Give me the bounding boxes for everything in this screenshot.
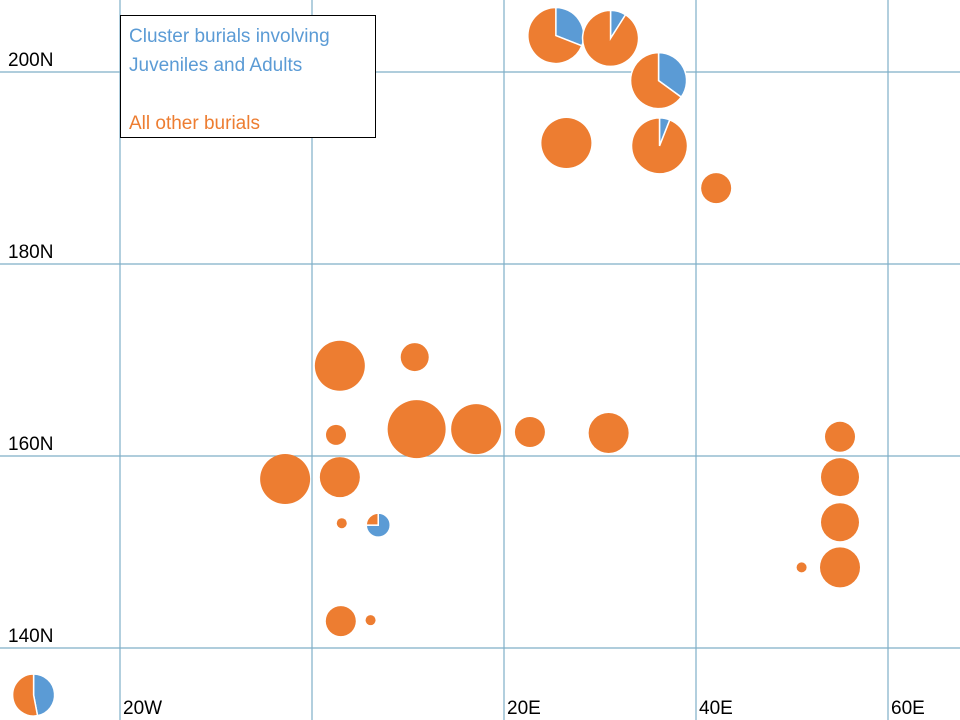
y-tick-label-2: 160N — [8, 434, 53, 455]
burial-marker-5 — [701, 173, 732, 204]
tick-labels: 20W 20E 40E 60E 200N 180N 160N 140N — [8, 50, 925, 719]
burial-marker-0 — [527, 6, 585, 65]
burial-marker-17 — [336, 518, 347, 529]
y-tick-label-3: 140N — [8, 626, 53, 647]
burial-markers — [11, 6, 860, 717]
burial-marker-8 — [326, 424, 346, 445]
burial-marker-20 — [796, 562, 807, 573]
y-tick-label-1: 180N — [8, 242, 53, 263]
y-tick-label-0: 200N — [8, 50, 53, 71]
x-tick-label-4: 60E — [891, 698, 925, 719]
burial-marker-24 — [11, 673, 56, 717]
x-tick-label-0: 20W — [123, 698, 162, 719]
burial-marker-19 — [821, 503, 859, 542]
burial-marker-16 — [821, 458, 859, 497]
legend-entry-other: All other burials — [129, 113, 260, 134]
legend-entry-cluster-line2: Juveniles and Adults — [129, 55, 303, 76]
x-tick-label-3: 40E — [699, 698, 733, 719]
burial-marker-9 — [387, 400, 446, 459]
burial-marker-6 — [314, 340, 365, 391]
burial-marker-1 — [581, 9, 640, 68]
burial-marker-3 — [541, 118, 592, 169]
burial-marker-22 — [325, 606, 356, 637]
burial-marker-21 — [820, 547, 860, 588]
burial-marker-10 — [451, 404, 502, 455]
burial-marker-15 — [319, 457, 360, 498]
burial-marker-11 — [514, 417, 545, 447]
legend: Cluster burials involving Juveniles and … — [120, 15, 376, 138]
legend-spacer — [129, 80, 367, 109]
x-tick-label-2: 20E — [507, 698, 541, 719]
burial-marker-14 — [260, 454, 311, 505]
burial-marker-4 — [630, 117, 689, 175]
burial-marker-12 — [588, 412, 629, 453]
burial-marker-7 — [400, 343, 429, 372]
burial-marker-2 — [629, 51, 688, 110]
burial-marker-13 — [825, 421, 855, 452]
burial-marker-18 — [365, 512, 391, 538]
legend-entry-cluster-line1: Cluster burials involving — [129, 26, 330, 47]
burial-marker-23 — [365, 615, 376, 626]
